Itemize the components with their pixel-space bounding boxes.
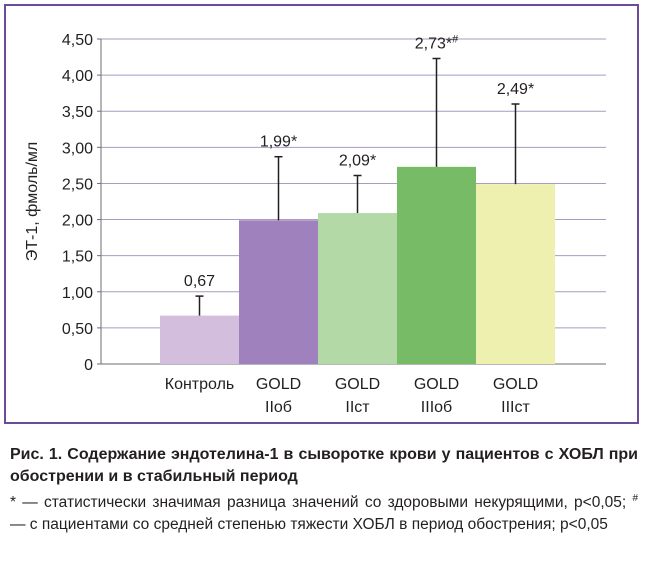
y-tick-label: 0 (84, 357, 93, 374)
y-tick-label: 3,50 (62, 104, 93, 121)
bar (397, 166, 476, 364)
caption-note-sup: # (632, 493, 638, 504)
y-tick-label: 2,50 (62, 176, 93, 193)
data-label: 2,49* (497, 81, 534, 98)
y-tick-label: 3,00 (62, 140, 93, 157)
x-category-label: GOLD (335, 376, 380, 393)
x-category-label: Контроль (165, 376, 235, 393)
x-category-label: IIIст (501, 399, 530, 416)
caption-note-part1: * — статистически значимая разница значе… (10, 494, 627, 511)
bar (160, 315, 239, 364)
y-axis-label: ЭТ-1, фмоль/мл (24, 142, 41, 262)
figure-caption: Рис. 1. Содержание эндотелина-1 в сыворо… (10, 444, 638, 536)
x-category-label: GOLD (256, 376, 301, 393)
x-category-label: GOLD (414, 376, 459, 393)
x-category-label: IIоб (265, 399, 292, 416)
data-label: 2,09* (339, 153, 376, 170)
bar (239, 220, 318, 364)
data-label: 1,99* (260, 134, 297, 151)
data-label: 0,67 (184, 273, 215, 290)
chart-frame: 0 0,50 1,00 1,50 2,00 2,50 3,00 3,50 4,00 4,50 ЭТ-… (4, 4, 639, 424)
x-category-label: IIIоб (421, 399, 452, 416)
bar (476, 184, 555, 364)
caption-note-part2: — с пациентами со средней степенью тяжес… (10, 516, 608, 533)
y-tick-label: 4,50 (62, 32, 93, 49)
y-tick-label: 2,00 (62, 213, 93, 230)
bar-chart: 0 0,50 1,00 1,50 2,00 2,50 3,00 3,50 4,00 4,50 ЭТ-… (24, 32, 606, 416)
y-tick-label: 4,00 (62, 68, 93, 85)
y-tick-label: 1,00 (62, 285, 93, 302)
caption-note: * — статистически значимая разница значе… (10, 488, 638, 536)
x-category-label: GOLD (493, 376, 538, 393)
y-tick-label: 1,50 (62, 249, 93, 266)
y-tick-label: 0,50 (62, 321, 93, 338)
bar (318, 213, 397, 364)
caption-title: Рис. 1. Содержание эндотелина-1 в сыворо… (10, 446, 638, 485)
data-label: 2,73*# (415, 34, 459, 53)
x-category-label: IIст (345, 399, 370, 416)
